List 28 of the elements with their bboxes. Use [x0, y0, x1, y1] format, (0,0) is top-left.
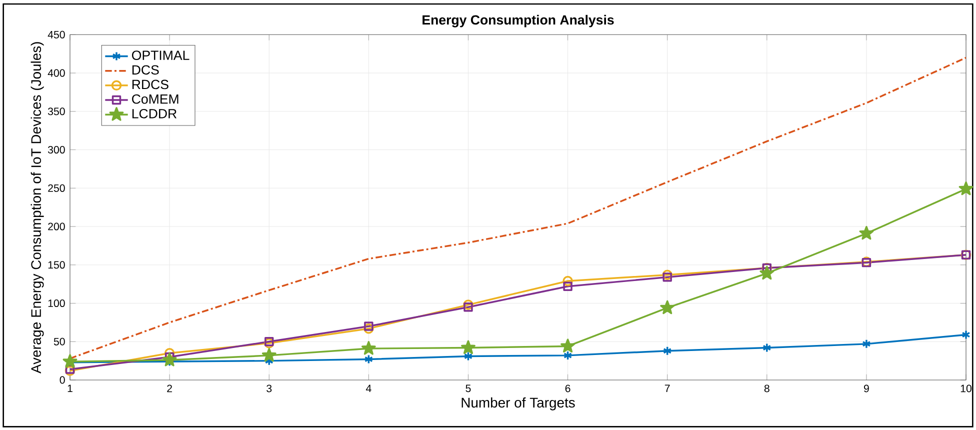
y-tick-label: 450 [48, 30, 65, 38]
legend-label: CoMEM [132, 94, 178, 104]
x-tick-label: 9 [864, 384, 869, 392]
y-tick-label: 0 [60, 376, 65, 384]
x-tick-label: 10 [960, 384, 972, 392]
chart-title: Energy Consumption Analysis [422, 14, 614, 28]
x-tick-label: 3 [266, 384, 272, 392]
y-axis-title: Average Energy Consumption of IoT Devices (Joules) [30, 42, 44, 374]
y-tick-label: 400 [48, 69, 65, 77]
y-tick-label: 250 [48, 184, 65, 192]
x-tick-label: 6 [565, 384, 570, 392]
x-tick-label: 2 [167, 384, 172, 392]
y-tick-label: 200 [48, 222, 65, 230]
legend-label: DCS [132, 65, 159, 75]
y-tick-label: 350 [48, 108, 65, 116]
y-tick-label: 300 [48, 146, 65, 154]
y-tick-label: 100 [48, 300, 65, 308]
x-axis-title: Number of Targets [462, 397, 575, 410]
x-tick-label: 1 [68, 384, 72, 392]
y-tick-label: 150 [48, 261, 65, 269]
x-tick-label: 7 [664, 384, 670, 392]
x-tick-label: 4 [366, 384, 372, 392]
x-tick-label: 5 [466, 384, 471, 392]
legend-label: OPTIMAL [132, 50, 190, 60]
y-tick-label: 50 [54, 338, 65, 346]
x-tick-label: 8 [764, 384, 770, 392]
legend-label: RDCS [132, 80, 168, 90]
legend-label: LCDDR [132, 108, 176, 118]
